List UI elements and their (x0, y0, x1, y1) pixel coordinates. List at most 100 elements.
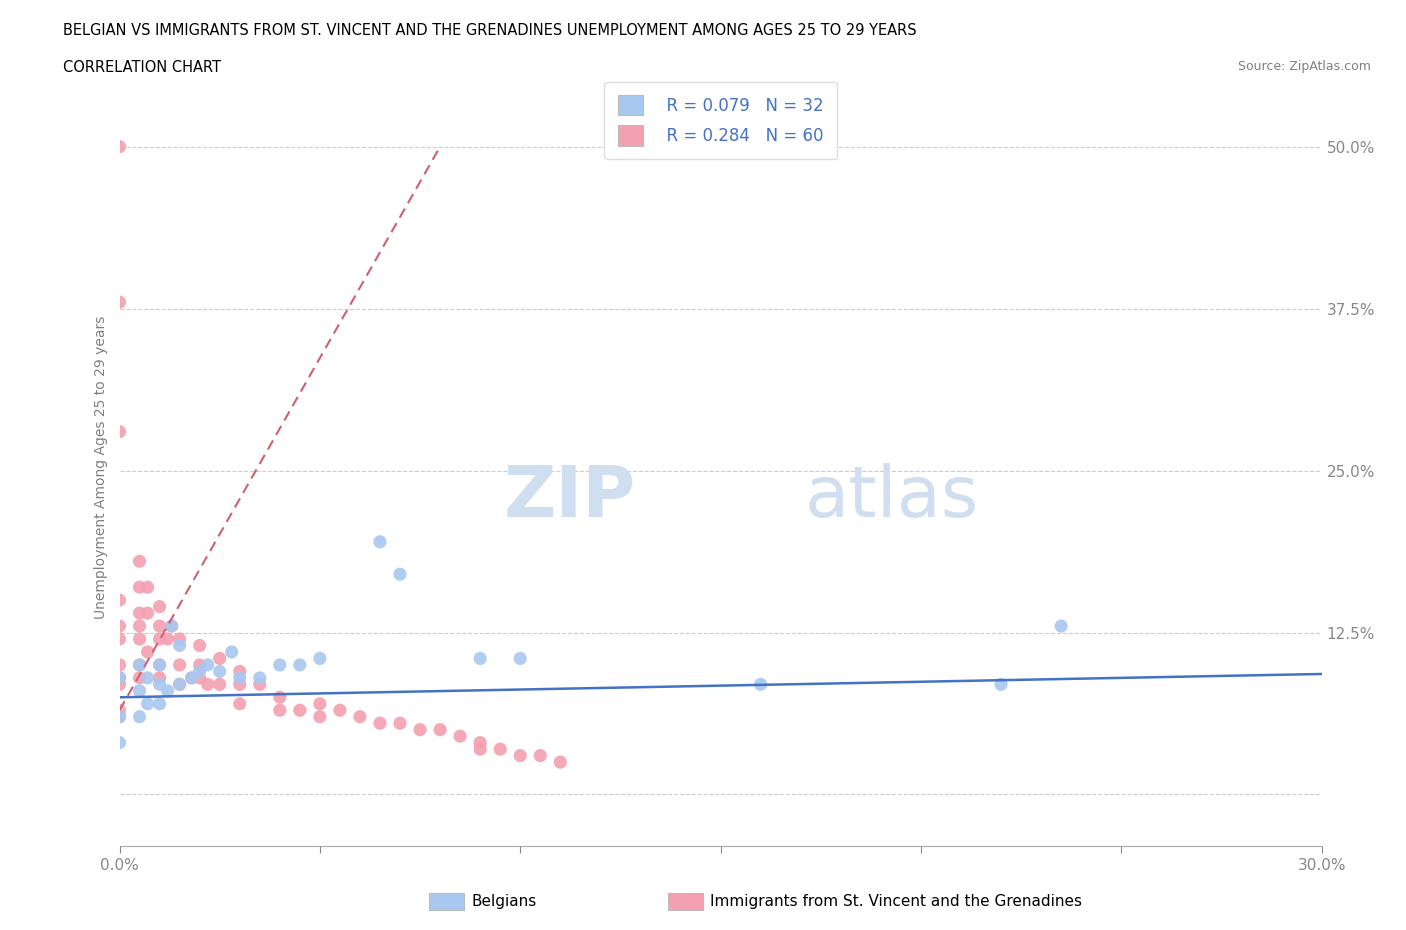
Point (309, 697, 332, 711)
Point (108, 671, 131, 685)
Point (288, 658, 311, 672)
Point (468, 651, 492, 666)
Point (249, 677, 271, 692)
Point (128, 658, 150, 672)
Point (188, 671, 211, 685)
Point (169, 677, 191, 692)
Point (208, 651, 231, 666)
Text: BELGIAN VS IMMIGRANTS FROM ST. VINCENT AND THE GRENADINES UNEMPLOYMENT AMONG AGE: BELGIAN VS IMMIGRANTS FROM ST. VINCENT A… (63, 23, 917, 38)
Point (329, 703, 352, 718)
Point (550, 754, 572, 769)
Point (188, 638, 211, 653)
Text: Belgians: Belgians (471, 894, 536, 909)
Point (489, 742, 512, 757)
Point (388, 566, 412, 581)
Point (208, 664, 231, 679)
Point (128, 605, 150, 620)
Point (108, 710, 131, 724)
Point (169, 638, 191, 653)
Y-axis label: Unemployment Among Ages 25 to 29 years: Unemployment Among Ages 25 to 29 years (94, 315, 108, 619)
Point (221, 644, 243, 659)
Point (197, 658, 219, 672)
Point (128, 554, 150, 569)
Point (249, 671, 271, 685)
Point (228, 671, 252, 685)
Point (108, 710, 131, 724)
Point (128, 579, 150, 594)
Point (149, 658, 172, 672)
Point (108, 671, 131, 685)
Point (108, 592, 131, 607)
Point (136, 671, 159, 685)
Point (149, 618, 172, 633)
Point (128, 684, 150, 698)
Point (149, 631, 172, 646)
Point (128, 671, 150, 685)
Point (149, 599, 172, 614)
Point (149, 658, 172, 672)
Point (108, 703, 131, 718)
Point (136, 605, 159, 620)
Legend:   R = 0.079   N = 32,   R = 0.284   N = 60: R = 0.079 N = 32, R = 0.284 N = 60 (605, 82, 837, 159)
Text: atlas: atlas (804, 463, 979, 532)
Point (108, 295, 131, 310)
Point (180, 671, 202, 685)
Point (169, 658, 191, 672)
Point (128, 631, 150, 646)
Point (136, 579, 159, 594)
Point (309, 710, 332, 724)
Point (509, 748, 531, 763)
Text: Immigrants from St. Vincent and the Grenadines: Immigrants from St. Vincent and the Gren… (710, 894, 1083, 909)
Point (169, 677, 191, 692)
Text: ZIP: ZIP (505, 463, 637, 532)
Point (309, 651, 332, 666)
Point (449, 729, 471, 744)
Point (1050, 618, 1073, 633)
Point (108, 631, 131, 646)
Point (388, 716, 412, 731)
Point (160, 618, 183, 633)
Text: CORRELATION CHART: CORRELATION CHART (63, 60, 221, 75)
Point (188, 664, 211, 679)
Point (136, 644, 159, 659)
Point (108, 658, 131, 672)
Point (128, 658, 150, 672)
Point (108, 677, 131, 692)
Point (149, 677, 172, 692)
Point (468, 742, 492, 757)
Point (108, 618, 131, 633)
Point (429, 723, 451, 737)
Point (269, 690, 291, 705)
Point (149, 671, 172, 685)
Point (156, 684, 179, 698)
Text: Source: ZipAtlas.com: Source: ZipAtlas.com (1237, 60, 1371, 73)
Point (169, 631, 191, 646)
Point (197, 677, 219, 692)
Point (228, 697, 252, 711)
Point (368, 716, 391, 731)
Point (228, 664, 252, 679)
Point (128, 710, 150, 724)
Point (269, 703, 291, 718)
Point (409, 723, 432, 737)
Point (128, 618, 150, 633)
Point (108, 736, 131, 751)
Point (136, 697, 159, 711)
Point (156, 631, 179, 646)
Point (108, 424, 131, 439)
Point (468, 736, 492, 751)
Point (349, 710, 371, 724)
Point (509, 651, 531, 666)
Point (188, 658, 211, 672)
Point (228, 677, 252, 692)
Point (269, 658, 291, 672)
Point (749, 677, 772, 692)
Point (160, 618, 183, 633)
Point (180, 671, 202, 685)
Point (990, 677, 1012, 692)
Point (288, 703, 311, 718)
Point (108, 140, 131, 154)
Point (149, 697, 172, 711)
Point (368, 535, 391, 550)
Point (208, 677, 231, 692)
